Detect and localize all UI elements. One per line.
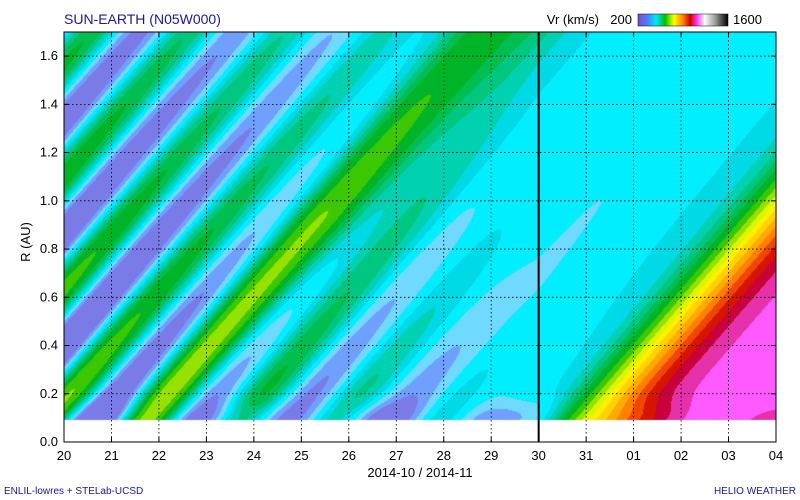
x-tick-label: 27 [389,448,403,463]
x-tick-label: 20 [57,448,71,463]
heatmap-image [64,32,776,442]
x-tick-label: 01 [626,448,640,463]
plot-frame [63,31,777,443]
x-tick-label: 28 [436,448,450,463]
y-axis-title: R (AU) [18,222,33,262]
y-tick-label: 0.0 [40,434,58,449]
x-tick-label: 29 [484,448,498,463]
y-tick-label: 0.6 [40,289,58,304]
x-tick-label: 24 [247,448,261,463]
chart-title: SUN-EARTH (N05W000) [64,11,221,27]
y-tick-label: 1.2 [40,145,58,160]
y-tick-label: 1.0 [40,193,58,208]
x-tick-label: 04 [769,448,783,463]
colorbar [637,13,729,27]
colorbar-max-label: 1600 [733,12,762,27]
x-tick-label: 02 [674,448,688,463]
colorbar-min-label: 200 [610,12,632,27]
x-axis-title: 2014-10 / 2014-11 [367,465,472,480]
x-tick-label: 21 [104,448,118,463]
x-tick-label: 30 [531,448,545,463]
x-tick-label: 22 [152,448,166,463]
y-axis: 0.0 0.2 0.4 0.6 0.8 1.0 1.2 1.4 1.6 [40,48,776,449]
x-axis: 20 21 22 23 24 25 26 27 28 29 30 31 01 02 03 04 [57,32,783,463]
footer-brand: HELIO WEATHER [714,486,796,497]
heatmap [64,32,776,442]
footer-credit: ENLIL-lowres + STELab-UCSD [4,486,143,497]
y-tick-label: 0.4 [40,338,58,353]
x-tick-label: 23 [199,448,213,463]
y-tick-label: 1.6 [40,48,58,63]
y-tick-label: 0.2 [40,386,58,401]
y-tick-label: 0.8 [40,241,58,256]
x-tick-label: 25 [294,448,308,463]
grid [64,32,776,442]
colorbar-label: Vr (km/s) [547,12,599,27]
x-tick-label: 26 [342,448,356,463]
y-tick-label: 1.4 [40,96,58,111]
x-tick-label: 31 [579,448,593,463]
x-tick-label: 03 [721,448,735,463]
